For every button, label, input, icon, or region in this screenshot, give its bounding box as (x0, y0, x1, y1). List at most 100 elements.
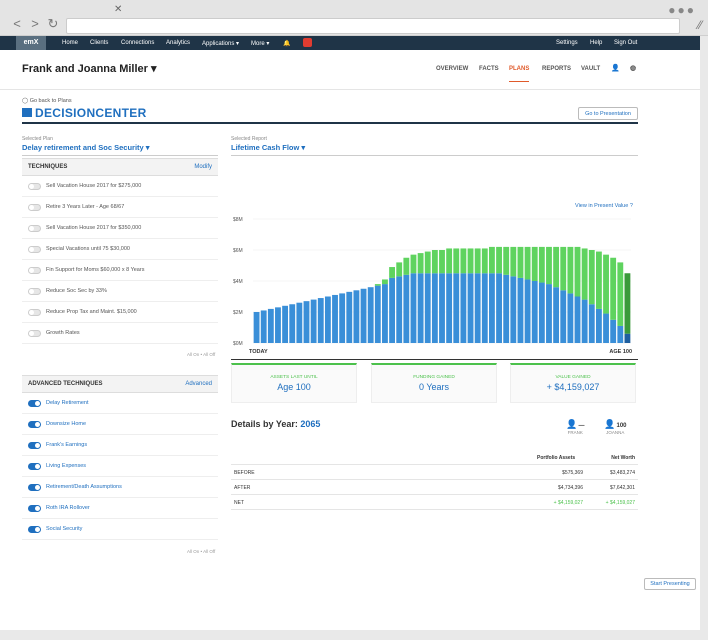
person-icon[interactable]: 👤 (611, 65, 620, 72)
bar-assets[interactable] (581, 299, 588, 343)
toggle-switch[interactable] (28, 505, 41, 512)
nav-sign-out[interactable]: Sign Out (614, 40, 638, 46)
bar-assets[interactable] (481, 273, 488, 343)
bar-gained[interactable] (553, 246, 560, 288)
toggle-switch[interactable] (28, 225, 41, 232)
bar-assets[interactable] (460, 273, 467, 343)
advanced-label[interactable]: Downsize Home (46, 421, 87, 427)
bar-assets[interactable] (617, 325, 624, 343)
selected-plan-dropdown[interactable]: Delay retirement and Soc Security ▾ (22, 143, 150, 152)
bar-assets[interactable] (403, 274, 410, 343)
bar-gained[interactable] (417, 253, 424, 274)
technique-row[interactable]: Reduce Prop Tax and Maint. $15,000 (22, 302, 218, 323)
bar-assets[interactable] (374, 285, 381, 343)
bar-assets[interactable] (588, 304, 595, 343)
bar-assets[interactable] (296, 302, 303, 343)
bar-gained[interactable] (503, 246, 510, 275)
technique-row[interactable]: Retire 3 Years Later - Age 68/67 (22, 197, 218, 218)
bar-gained[interactable] (624, 273, 631, 334)
bar-gained[interactable] (538, 246, 545, 283)
bar-assets[interactable] (353, 290, 360, 343)
selected-report-dropdown[interactable]: Lifetime Cash Flow ▾ (231, 143, 306, 152)
advanced-label[interactable]: Living Expenses (46, 463, 87, 469)
bar-assets[interactable] (267, 308, 274, 343)
techniques-all-on-off[interactable]: All On • All Off (187, 352, 216, 357)
bar-gained[interactable] (481, 248, 488, 274)
bar-assets[interactable] (424, 273, 431, 343)
bar-gained[interactable] (439, 250, 445, 274)
tab-close-icon[interactable]: ✕ (114, 4, 123, 15)
nav-connections[interactable]: Connections (121, 40, 155, 46)
bar-assets[interactable] (524, 279, 531, 343)
bar-assets[interactable] (275, 307, 281, 343)
client-name-dropdown[interactable]: Frank and Joanna Miller ▾ (22, 63, 157, 75)
advanced-link[interactable]: Advanced (185, 381, 212, 387)
bar-assets[interactable] (624, 333, 631, 343)
bar-gained[interactable] (517, 246, 524, 278)
toggle-switch[interactable] (28, 463, 41, 470)
bar-assets[interactable] (396, 276, 403, 343)
back-to-plans-link[interactable]: ◯ Go back to Plans (22, 98, 72, 104)
toggle-switch[interactable] (28, 288, 41, 295)
technique-row[interactable]: Sell Vacation House 2017 for $275,000 (22, 176, 218, 197)
bar-gained[interactable] (424, 251, 431, 274)
bar-assets[interactable] (289, 304, 296, 343)
bar-gained[interactable] (382, 279, 388, 285)
bar-assets[interactable] (503, 274, 510, 343)
bar-gained[interactable] (510, 246, 517, 277)
bar-gained[interactable] (474, 248, 481, 274)
bar-assets[interactable] (538, 282, 545, 343)
toggle-switch[interactable] (28, 204, 41, 211)
technique-row[interactable]: Reduce Soc Sec by 33% (22, 281, 218, 302)
toggle-switch[interactable] (28, 421, 41, 428)
bell-icon[interactable]: 🔔 (283, 41, 291, 47)
bar-assets[interactable] (431, 273, 438, 343)
bar-assets[interactable] (610, 319, 617, 343)
advanced-row[interactable]: Roth IRA Rollover (22, 498, 218, 519)
alert-badge-icon[interactable] (303, 38, 312, 47)
bar-assets[interactable] (603, 313, 609, 343)
bar-assets[interactable] (317, 298, 324, 343)
bar-gained[interactable] (595, 251, 602, 309)
bar-assets[interactable] (574, 296, 581, 344)
bar-assets[interactable] (553, 287, 560, 343)
bar-assets[interactable] (467, 273, 474, 343)
toggle-switch[interactable] (28, 246, 41, 253)
nav-clients[interactable]: Clients (90, 40, 109, 46)
advanced-row[interactable]: Retirement/Death Assumptions (22, 477, 218, 498)
tab-overview[interactable]: OVERVIEW (436, 66, 469, 72)
bar-gained[interactable] (610, 257, 617, 320)
bar-assets[interactable] (332, 294, 338, 343)
toggle-switch[interactable] (28, 267, 41, 274)
bar-assets[interactable] (367, 287, 374, 343)
bar-assets[interactable] (360, 288, 367, 343)
bar-gained[interactable] (617, 262, 624, 326)
bar-assets[interactable] (489, 273, 495, 343)
advanced-row[interactable]: Frank's Earnings (22, 435, 218, 456)
toggle-switch[interactable] (28, 442, 41, 449)
bar-assets[interactable] (567, 293, 574, 343)
globe-icon[interactable]: ◍ (630, 65, 637, 72)
advanced-row[interactable]: Delay Retirement (22, 393, 218, 414)
technique-row[interactable]: Special Vacations until 75 $30,000 (22, 239, 218, 260)
bar-assets[interactable] (560, 290, 567, 343)
bar-assets[interactable] (410, 273, 417, 343)
toggle-switch[interactable] (28, 400, 41, 407)
nav-settings[interactable]: Settings (556, 40, 578, 46)
nav-more[interactable]: More ▾ (251, 41, 270, 47)
toggle-switch[interactable] (28, 309, 41, 316)
modify-link[interactable]: Modify (194, 164, 212, 170)
nav-help[interactable]: Help (590, 40, 603, 46)
bar-assets[interactable] (453, 273, 460, 343)
bar-gained[interactable] (603, 254, 609, 314)
bar-gained[interactable] (396, 262, 403, 277)
bar-gained[interactable] (446, 248, 453, 274)
start-presenting-button[interactable]: Start Presenting (644, 578, 696, 590)
bar-gained[interactable] (410, 254, 417, 274)
extension-icon[interactable]: ⁄⁄ (697, 18, 702, 32)
bar-assets[interactable] (496, 273, 502, 343)
go-to-presentation-button[interactable]: Go to Presentation (578, 107, 638, 120)
bar-assets[interactable] (531, 281, 538, 343)
bar-assets[interactable] (260, 310, 267, 343)
bar-gained[interactable] (546, 246, 552, 285)
